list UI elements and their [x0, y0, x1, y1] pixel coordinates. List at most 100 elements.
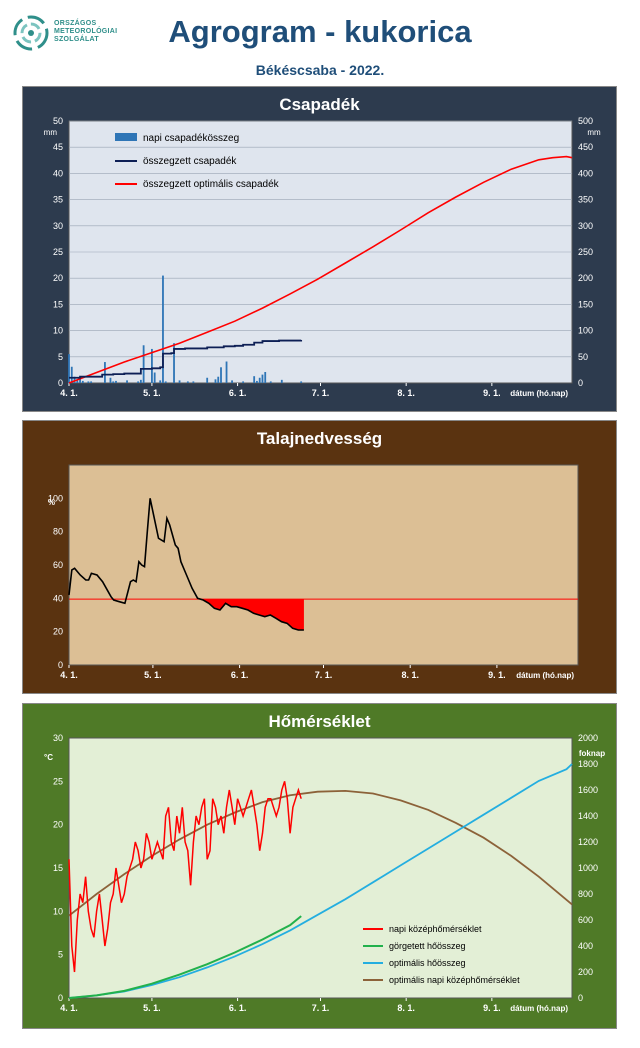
y2-tick-label: 100	[578, 326, 593, 336]
soil-moisture-title: Talajnedvesség	[256, 429, 383, 448]
y2-tick-label: 0	[578, 993, 583, 1003]
cumulative-precip-line	[69, 339, 303, 379]
y2-tick-label: 450	[578, 142, 593, 152]
daily-precip-bar	[73, 376, 76, 383]
y2-tick-label: 800	[578, 889, 593, 899]
y2-tick-label: 1600	[578, 785, 598, 795]
y2-tick-label: 1200	[578, 837, 598, 847]
daily-precip-bar	[253, 376, 256, 383]
page-title: Agrogram - kukorica	[168, 14, 472, 49]
daily-precip-bar	[164, 381, 167, 383]
x-tick-label: 9. 1.	[488, 670, 506, 680]
logo-line-1: ORSZÁGOS	[54, 20, 97, 27]
legend-swatch-daily-precip	[115, 133, 137, 141]
y-unit-right: mm	[587, 128, 601, 137]
soil-moisture-panel: Talajnedvesség 4. 1. 5. 1. 6. 1. 7. 1. 8. 1.…	[22, 420, 617, 694]
temperature-chart: 4. 1. 5. 1. 6. 1. 7. 1. 8. 1. 9. 1. dátum (hó.…	[44, 733, 605, 1013]
daily-precip-bar	[87, 381, 90, 383]
x-axis-label: dátum (hó.nap)	[516, 671, 574, 680]
y-tick-label: 25	[53, 247, 63, 257]
x-tick-label: 6. 1.	[229, 388, 247, 398]
y2-tick-label: 50	[578, 352, 588, 362]
daily-precip-bar	[153, 372, 156, 383]
x-tick-label: 9. 1.	[483, 1003, 501, 1013]
y-tick-label: 20	[53, 820, 63, 830]
soil-moisture-chart: 4. 1. 5. 1. 6. 1. 7. 1. 8. 1. 9. 1. dátum (hó.…	[48, 464, 579, 680]
daily-precip-bar	[178, 380, 181, 383]
legend-label-optimal-daily-temp: optimális napi középhőmérséklet	[389, 975, 520, 985]
x-tick-label: 5. 1.	[143, 1003, 161, 1013]
daily-precip-bar	[217, 376, 220, 383]
page-subtitle: Békéscsaba - 2022.	[255, 62, 385, 78]
x-tick-label: 7. 1.	[312, 1003, 330, 1013]
x-tick-label: 6. 1.	[229, 1003, 247, 1013]
y-tick-label: 40	[53, 593, 63, 603]
daily-precip-bar	[112, 381, 115, 383]
daily-precip-bar	[186, 381, 189, 383]
y2-tick-label: 400	[578, 168, 593, 178]
daily-mean-temp-line	[68, 781, 302, 973]
daily-precip-bar	[126, 380, 128, 383]
deficit-area	[197, 599, 304, 630]
logo-emblem-icon	[13, 15, 49, 51]
daily-precip-bar	[159, 380, 162, 383]
daily-precip-bar	[81, 380, 84, 383]
x-tick-label: 4. 1.	[60, 1003, 78, 1013]
y-tick-label: 0	[58, 660, 63, 670]
daily-precip-bar	[76, 380, 79, 383]
y2-tick-label: 200	[578, 273, 593, 283]
y-tick-label: 30	[53, 221, 63, 231]
optimal-cumulative-precip-line	[68, 155, 573, 384]
x-tick-label: 8. 1.	[397, 1003, 415, 1013]
daily-precip-bar	[70, 366, 73, 383]
y2-tick-label: 1800	[578, 759, 598, 769]
precipitation-chart: 4. 1. 5. 1. 6. 1. 7. 1. 8. 1. 9. 1. dátum (hó.…	[44, 116, 601, 398]
legend-label-cumulative-precip: összegzett csapadék	[143, 156, 237, 167]
y2-tick-label: 400	[578, 941, 593, 951]
daily-precip-bar	[206, 377, 209, 383]
daily-precip-bar	[258, 377, 261, 383]
y-tick-label: 0	[58, 378, 63, 388]
y-unit-left: mm	[44, 128, 58, 137]
daily-precip-bar	[104, 362, 106, 383]
y2-tick-label: 600	[578, 915, 593, 925]
y-tick-label: 35	[53, 195, 63, 205]
y2-tick-label: 150	[578, 299, 593, 309]
daily-precip-bar	[162, 275, 164, 383]
logo-line-3: SZOLGÁLAT	[54, 36, 99, 43]
legend-label-daily-precip: napi csapadékösszeg	[143, 133, 239, 144]
daily-precip-bar	[115, 380, 117, 383]
x-tick-label: 4. 1.	[60, 388, 78, 398]
y-tick-label: 30	[53, 733, 63, 743]
x-tick-label: 5. 1.	[143, 388, 161, 398]
daily-precip-bar	[264, 371, 267, 383]
legend-label-running-heat: görgetett hőösszeg	[389, 941, 466, 951]
running-heat-sum-line	[68, 915, 302, 999]
daily-precip-bar	[79, 378, 81, 383]
daily-precip-bar	[261, 374, 264, 383]
y2-tick-label: 0	[578, 378, 583, 388]
temperature-panel: Hőmérséklet 4. 1. 5. 1. 6. 1. 7. 1. 8. 1. 9. …	[22, 703, 617, 1029]
logo-line-2: METEOROLÓGIAI	[54, 28, 118, 35]
x-axis-label: dátum (hó.nap)	[510, 1004, 568, 1013]
x-tick-label: 9. 1.	[483, 388, 501, 398]
daily-precip-bar	[90, 381, 93, 383]
optimal-heat-sum-line	[68, 763, 573, 999]
daily-precip-bar	[68, 354, 70, 383]
legend-label-optimal-precip: összegzett optimális csapadék	[143, 179, 280, 190]
y2-tick-label: 350	[578, 195, 593, 205]
daily-precip-bar	[300, 381, 303, 383]
y2-tick-label: 250	[578, 247, 593, 257]
y-tick-label: 0	[58, 993, 63, 1003]
y-unit-right: foknap	[579, 749, 605, 758]
daily-precip-bar	[269, 381, 272, 383]
y-tick-label: 25	[53, 776, 63, 786]
daily-precip-bar	[220, 367, 222, 383]
x-tick-label: 7. 1.	[312, 388, 330, 398]
daily-precip-bar	[231, 380, 233, 383]
y2-tick-label: 200	[578, 967, 593, 977]
y-tick-label: 5	[58, 352, 63, 362]
y-tick-label: 80	[53, 527, 63, 537]
y-tick-label: 20	[53, 627, 63, 637]
y-tick-label: 40	[53, 168, 63, 178]
